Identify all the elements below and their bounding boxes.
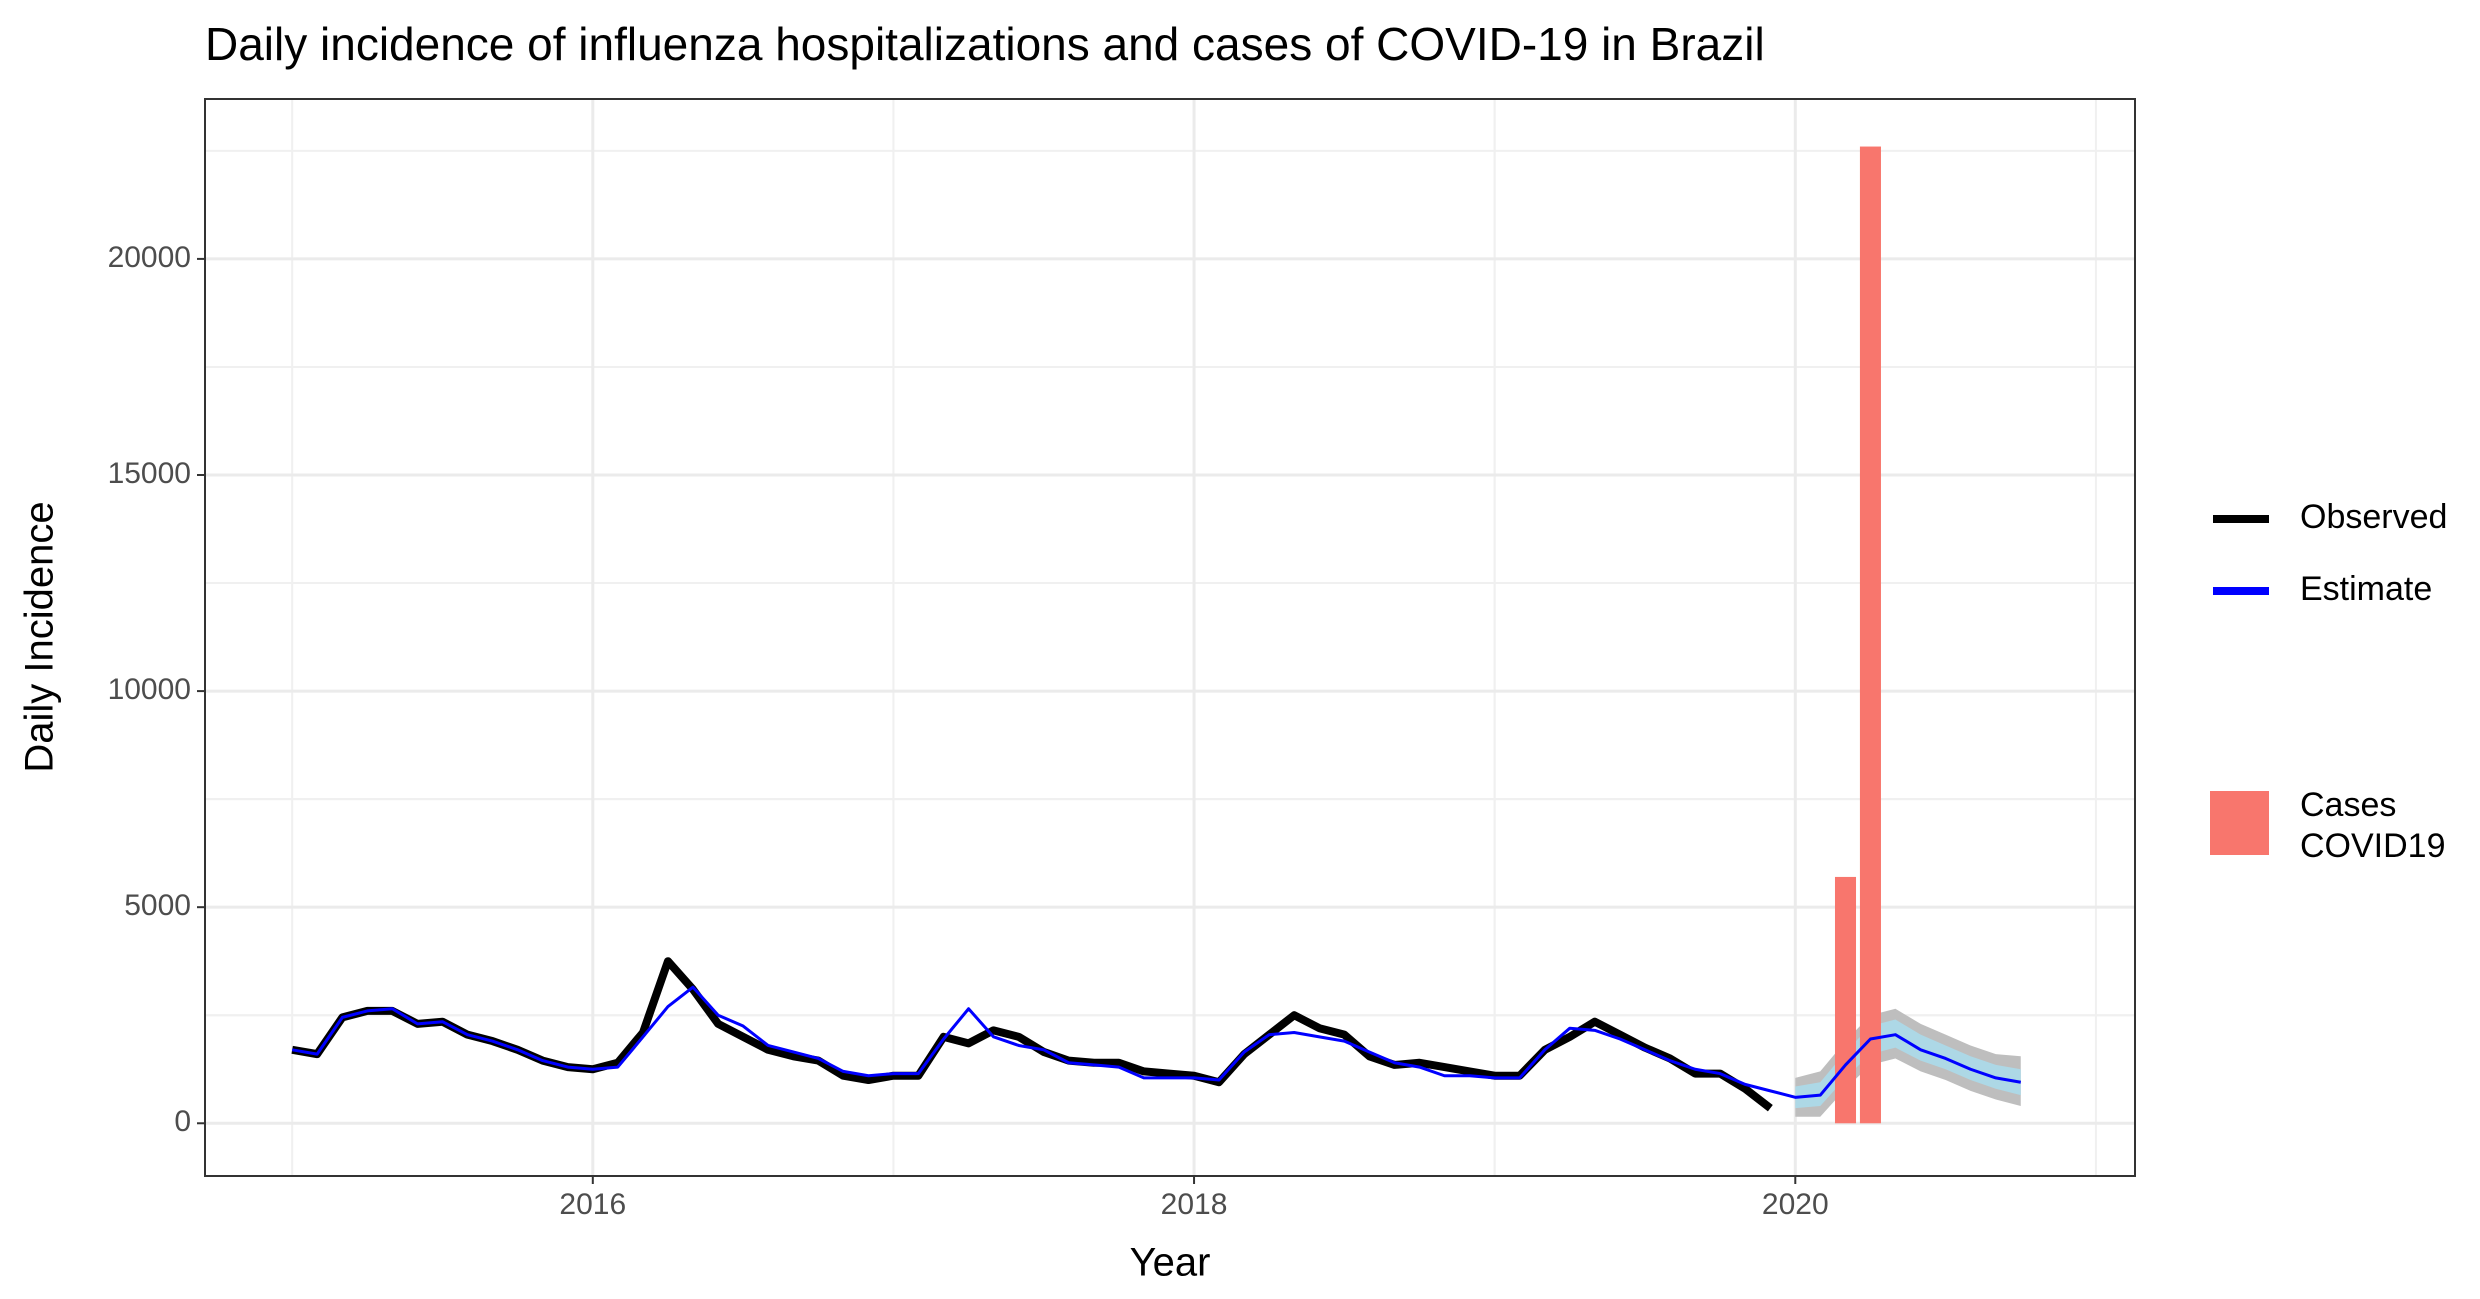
line [291, 957, 1773, 1112]
x-tick-label: 2020 [1762, 1188, 1829, 1221]
y-axis-title: Daily Incidence [18, 501, 62, 772]
bar [1859, 146, 1881, 1124]
x-tick-label: 2018 [1161, 1188, 1228, 1221]
plot-border [204, 98, 2136, 1177]
y-tick-label: 0 [174, 1105, 191, 1138]
x-tick-label: 2016 [559, 1188, 626, 1221]
legend-label: Estimate [2300, 570, 2433, 608]
legend-key [2210, 791, 2269, 855]
line [291, 985, 2022, 1099]
legend-label: Cases COVID19 [2300, 786, 2446, 865]
y-tick-label: 20000 [108, 241, 191, 274]
y-tick-label: 10000 [108, 673, 191, 706]
legend-label: Observed [2300, 498, 2448, 536]
chart-title: Daily incidence of influenza hospitaliza… [205, 18, 1765, 70]
bar [1834, 876, 1857, 1124]
x-axis-title: Year [1130, 1241, 1211, 1285]
y-tick-label: 15000 [108, 457, 191, 490]
y-tick-label: 5000 [124, 889, 191, 922]
